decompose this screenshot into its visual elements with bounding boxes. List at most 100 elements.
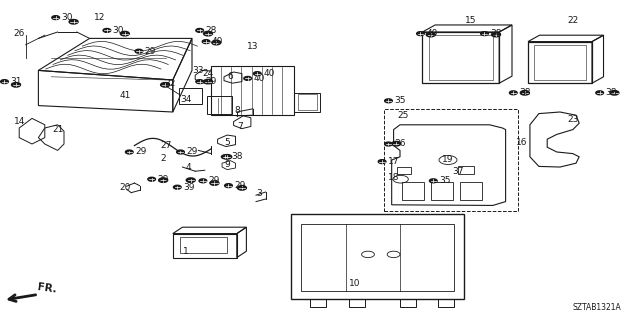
Circle shape [596,91,604,95]
Text: 21: 21 [52,125,63,134]
Circle shape [481,32,488,36]
Circle shape [417,32,424,36]
Circle shape [161,83,170,87]
Text: 18: 18 [388,173,399,182]
Text: 40: 40 [253,74,265,83]
Bar [431,182,453,200]
Text: 36: 36 [394,140,406,148]
Text: 38: 38 [519,88,531,97]
Text: 29: 29 [135,148,147,156]
Circle shape [426,32,435,37]
Text: SZTAB1321A: SZTAB1321A [572,303,621,312]
Bar [211,66,294,115]
Text: FR.: FR. [36,283,57,295]
Circle shape [610,91,619,95]
Text: 29: 29 [205,77,217,86]
Circle shape [135,49,143,53]
Circle shape [253,72,261,76]
Circle shape [392,141,401,146]
Circle shape [385,142,392,146]
Text: 35: 35 [439,176,451,185]
Circle shape [173,185,181,189]
Circle shape [177,150,184,154]
Bar [207,96,232,114]
Circle shape [204,79,212,84]
Circle shape [186,178,195,182]
Bar [429,35,493,80]
Text: 1: 1 [183,247,188,256]
Text: 9: 9 [225,160,230,169]
Text: 23: 23 [567,116,579,124]
Circle shape [1,80,8,84]
Bar [534,45,586,80]
Text: 38: 38 [490,29,502,38]
Circle shape [225,184,232,188]
Text: 34: 34 [180,95,191,104]
Bar [458,166,474,174]
Bar [400,299,416,307]
Text: 8: 8 [234,106,239,115]
Text: 37: 37 [452,167,463,176]
Text: 38: 38 [605,88,617,97]
Bar [294,93,320,112]
Text: 39: 39 [183,183,195,192]
Text: 14: 14 [13,117,25,126]
Text: 10: 10 [349,279,361,288]
Bar [528,42,592,83]
Text: 19: 19 [442,156,454,164]
Text: 40: 40 [263,69,275,78]
Text: 20: 20 [119,183,131,192]
Circle shape [196,80,204,84]
Bar [298,94,317,110]
Text: 29: 29 [234,181,246,190]
Circle shape [221,155,229,159]
Bar [402,182,424,200]
Circle shape [103,28,111,32]
Text: 30: 30 [113,26,124,35]
Bar [301,224,454,291]
Circle shape [204,31,212,36]
Circle shape [212,40,221,45]
Text: 29: 29 [186,148,198,156]
Text: 29: 29 [157,175,169,184]
Circle shape [12,83,20,87]
Text: 38: 38 [231,152,243,161]
Bar [179,88,202,104]
Text: 3: 3 [257,189,262,198]
Circle shape [378,160,386,164]
Text: 2: 2 [161,154,166,163]
Text: 28: 28 [205,26,217,35]
Circle shape [148,177,156,181]
Circle shape [210,181,219,185]
Circle shape [244,76,252,80]
Bar [422,32,499,83]
Bar [349,299,365,307]
Text: 30: 30 [61,13,73,22]
Text: 7: 7 [237,122,243,131]
Circle shape [52,16,60,20]
Circle shape [199,179,207,183]
Bar [291,214,464,299]
Text: 40: 40 [212,37,223,46]
Text: 35: 35 [394,96,406,105]
Text: 5: 5 [225,138,230,147]
Circle shape [202,40,210,44]
Circle shape [429,179,437,183]
Text: 27: 27 [161,141,172,150]
Text: 22: 22 [567,16,579,25]
Circle shape [120,31,129,36]
Text: 25: 25 [397,111,409,120]
Circle shape [492,32,500,37]
Text: 16: 16 [516,138,527,147]
Text: 33: 33 [193,66,204,75]
Circle shape [520,91,529,95]
Text: 29: 29 [209,176,220,185]
Text: 41: 41 [119,92,131,100]
Circle shape [385,99,392,103]
Circle shape [125,150,133,154]
Circle shape [223,155,232,159]
Text: 32: 32 [164,79,175,88]
Text: 40: 40 [426,29,438,38]
Bar [384,109,518,211]
Circle shape [237,186,246,190]
